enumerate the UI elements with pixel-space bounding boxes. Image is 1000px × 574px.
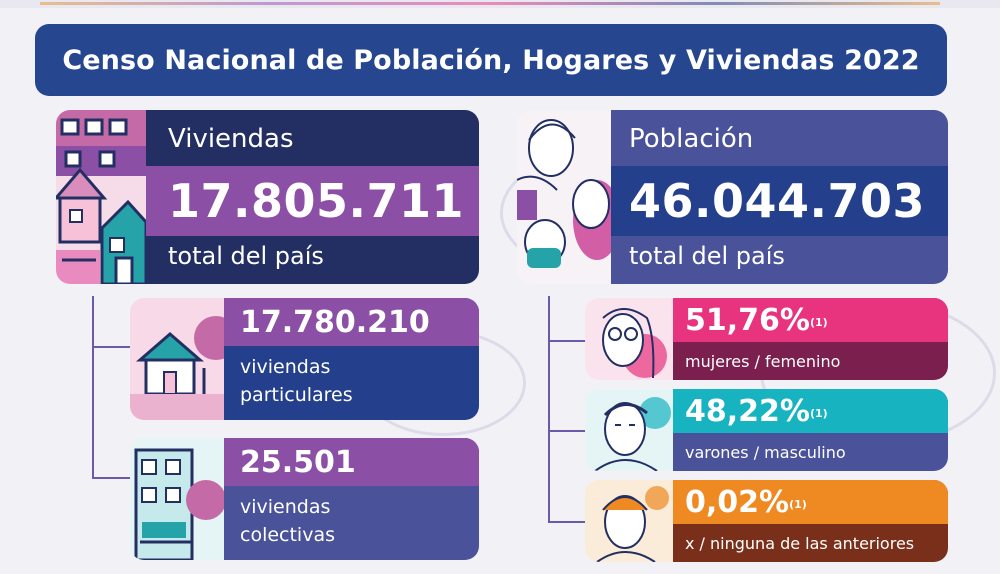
house-icon — [130, 298, 224, 420]
mujeres-label: mujeres / femenino — [685, 352, 841, 371]
poblacion-connector-vertical — [548, 296, 550, 522]
poblacion-connector-branch — [548, 430, 585, 432]
poblacion-connector-branch — [548, 340, 585, 342]
woman-face-icon — [585, 298, 673, 380]
viviendas-subtitle: total del país — [168, 242, 324, 270]
viviendas-colectivas-card: 25.501 viviendas colectivas — [224, 438, 479, 560]
particulares-label-line2: particulares — [240, 384, 353, 406]
ninguna-label: x / ninguna de las anteriores — [685, 534, 915, 553]
mujeres-value-bar: 51,76%(1) — [673, 298, 948, 342]
varones-card: 48,22%(1) varones / masculino — [673, 389, 948, 471]
colectivas-label-line1: viviendas — [240, 496, 331, 518]
ninguna-value: 0,02% — [685, 485, 790, 520]
varones-value-bar: 48,22%(1) — [673, 389, 948, 433]
mujeres-footnote: (1) — [809, 316, 828, 329]
people-faces-illustration — [517, 110, 611, 284]
varones-footnote: (1) — [809, 407, 828, 420]
mujeres-value: 51,76% — [685, 303, 810, 338]
viviendas-connector-branch — [92, 346, 130, 348]
particulares-value: 17.780.210 — [224, 298, 479, 346]
ninguna-value-bar: 0,02%(1) — [673, 480, 948, 524]
top-decoration-band — [0, 0, 1000, 8]
varones-label: varones / masculino — [685, 443, 846, 462]
man-face-icon — [585, 389, 673, 471]
poblacion-value: 46.044.703 — [611, 166, 948, 236]
poblacion-subtitle: total del país — [629, 242, 785, 270]
ninguna-footnote: (1) — [789, 498, 807, 511]
varones-value: 48,22% — [685, 394, 810, 429]
ninguna-card: 0,02%(1) x / ninguna de las anteriores — [673, 480, 948, 562]
page-title: Censo Nacional de Población, Hogares y V… — [35, 24, 947, 96]
viviendas-label: Viviendas — [168, 124, 294, 154]
poblacion-label: Población — [629, 124, 754, 154]
buildings-illustration — [56, 110, 146, 284]
viviendas-total-card: Viviendas 17.805.711 total del país — [146, 110, 479, 284]
viviendas-particulares-card: 17.780.210 viviendas particulares — [224, 298, 479, 420]
mujeres-card: 51,76%(1) mujeres / femenino — [673, 298, 948, 380]
viviendas-value: 17.805.711 — [146, 166, 479, 236]
particulares-label-line1: viviendas — [240, 356, 331, 378]
colectivas-label-line2: colectivas — [240, 524, 335, 546]
viviendas-connector-vertical — [92, 296, 94, 478]
poblacion-connector-branch — [548, 521, 585, 523]
building-icon — [130, 438, 224, 560]
poblacion-total-card: Población 46.044.703 total del país — [611, 110, 948, 284]
viviendas-connector-branch — [92, 477, 130, 479]
person-face-icon — [585, 480, 673, 562]
colectivas-value: 25.501 — [224, 438, 479, 486]
